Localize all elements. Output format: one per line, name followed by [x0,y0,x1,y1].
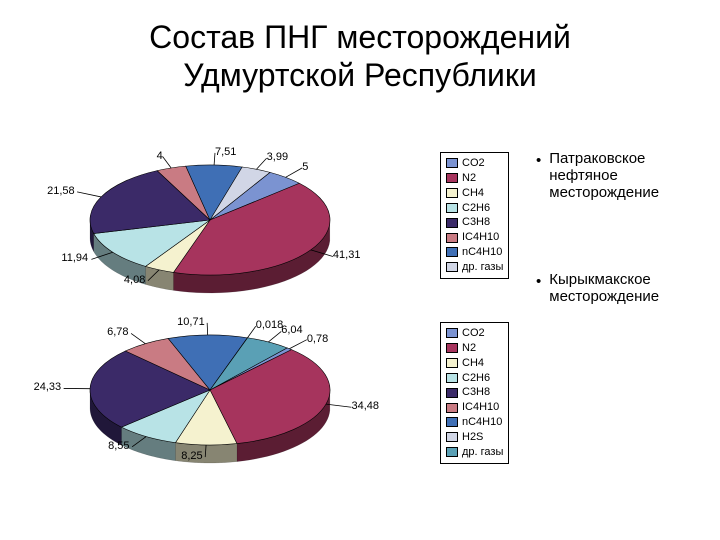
data-label: 8,55 [108,440,129,452]
slide: Состав ПНГ месторождений Удмуртской Респ… [0,0,720,540]
data-label: 6,04 [281,324,302,336]
legend-label: H2S [462,430,483,445]
data-label: 10,71 [177,316,205,328]
legend-item: nC4H10 [446,415,503,430]
legend-swatch-icon [446,328,458,338]
data-label: 8,25 [181,450,202,462]
legend-swatch-icon [446,417,458,427]
legend-item: C2H6 [446,371,503,386]
legend-item: CO2 [446,326,503,341]
legend-label: C3H8 [462,385,490,400]
legend-swatch-icon [446,343,458,353]
legend-swatch-icon [446,388,458,398]
legend-label: N2 [462,341,476,356]
legend-label: C2H6 [462,371,490,386]
legend-swatch-icon [446,358,458,368]
legend-item: H2S [446,430,503,445]
legend-label: IC4H10 [462,400,499,415]
data-label: 0,78 [307,333,328,345]
legend-swatch-icon [446,403,458,413]
legend-item: N2 [446,341,503,356]
legend-swatch-icon [446,447,458,457]
legend-item: др. газы [446,445,503,460]
data-label: 34,48 [351,400,379,412]
data-label: 6,78 [107,326,128,338]
legend-swatch-icon [446,373,458,383]
legend-label: nC4H10 [462,415,502,430]
legend-swatch-icon [446,432,458,442]
data-label: 24,33 [34,381,62,393]
legend-item: C3H8 [446,385,503,400]
legend-chart-2: CO2N2CH4C2H6C3H8IC4H10nC4H10H2Sдр. газы [440,322,509,464]
legend-item: CH4 [446,356,503,371]
legend-label: CH4 [462,356,484,371]
data-label: 0,018 [256,319,284,331]
pie-chart-2 [0,0,720,540]
legend-item: IC4H10 [446,400,503,415]
legend-label: др. газы [462,445,503,460]
legend-label: CO2 [462,326,485,341]
